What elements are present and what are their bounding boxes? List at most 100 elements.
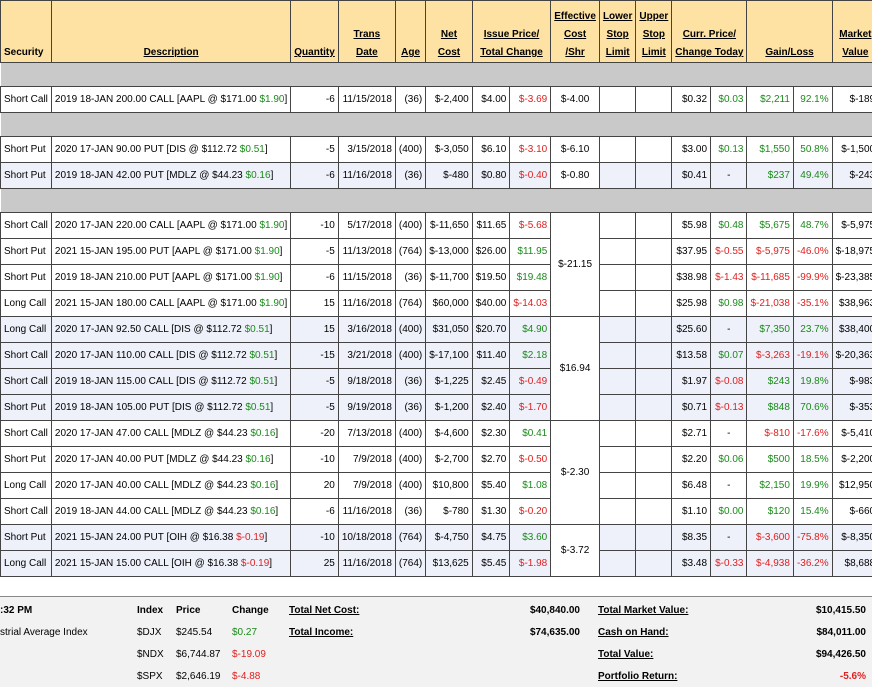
bracket-close: ] [265, 144, 268, 155]
market-value: $38,400 [832, 317, 872, 343]
underlying-change: $-0.19 [241, 558, 269, 569]
description: 2020 17-JAN 47.00 CALL [MDLZ @ $44.23 $0… [51, 421, 290, 447]
market-value: $-23,385 [832, 265, 872, 291]
net-cost: $-11,650 [426, 213, 472, 239]
security-type: Short Call [1, 343, 52, 369]
header-curr-price[interactable]: Curr. Price/Change Today [672, 1, 747, 63]
quantity: 25 [291, 551, 339, 577]
upper-stop-limit [636, 163, 672, 189]
underlying-change: $0.51 [245, 402, 270, 413]
quantity: -5 [291, 137, 339, 163]
option-description: 2021 15-JAN 195.00 PUT [AAPL @ $171.00 [55, 246, 255, 257]
cash-on-hand-value: $84,011.00 [766, 627, 866, 638]
age: (36) [395, 163, 425, 189]
lower-stop-limit [599, 137, 635, 163]
total-change: $19.48 [510, 265, 551, 291]
security-type: Short Put [1, 163, 52, 189]
bracket-close: ] [269, 558, 272, 569]
net-cost: $-1,225 [426, 369, 472, 395]
lower-stop-limit [599, 369, 635, 395]
current-price: $2.20 [672, 447, 711, 473]
gain-loss: $500 [747, 447, 793, 473]
total-change: $-5.68 [510, 213, 551, 239]
change-today: $0.03 [711, 87, 747, 113]
current-price: $0.71 [672, 395, 711, 421]
option-description: 2021 15-JAN 24.00 PUT [OIH @ $16.38 [55, 532, 236, 543]
index-symbol: $DJX [137, 627, 161, 638]
bracket-close: ] [274, 350, 277, 361]
gain-loss-percent: 23.7% [793, 317, 832, 343]
issue-price: $5.45 [472, 551, 510, 577]
header-security[interactable]: Security [1, 1, 52, 63]
gain-loss-percent: 48.7% [793, 213, 832, 239]
issue-price: $11.65 [472, 213, 510, 239]
bracket-close: ] [284, 94, 287, 105]
header-description[interactable]: Description [51, 1, 290, 63]
index-name: strial Average Index [0, 627, 88, 638]
total-change: $-1.98 [510, 551, 551, 577]
header-age[interactable]: Age [395, 1, 425, 63]
header-gain-loss[interactable]: Gain/Loss [747, 1, 832, 63]
quantity: -20 [291, 421, 339, 447]
change-today: $0.00 [711, 499, 747, 525]
bracket-close: ] [264, 532, 267, 543]
header-quantity[interactable]: Quantity [291, 1, 339, 63]
quantity: -15 [291, 343, 339, 369]
gain-loss: $243 [747, 369, 793, 395]
market-value: $-983 [832, 369, 872, 395]
security-type: Long Call [1, 317, 52, 343]
underlying-change: $1.90 [259, 94, 284, 105]
underlying-change: $0.16 [246, 170, 271, 181]
underlying-change: $0.51 [240, 144, 265, 155]
upper-stop-limit [636, 395, 672, 421]
net-cost: $31,050 [426, 317, 472, 343]
gain-loss-percent: -75.8% [793, 525, 832, 551]
change-today: $-0.33 [711, 551, 747, 577]
change-today: - [711, 317, 747, 343]
trans-date: 11/15/2018 [338, 87, 395, 113]
age: (764) [395, 239, 425, 265]
trans-date: 7/13/2018 [338, 421, 395, 447]
total-change: $1.08 [510, 473, 551, 499]
total-change: $-0.49 [510, 369, 551, 395]
trans-date: 11/15/2018 [338, 265, 395, 291]
trans-date: 3/15/2018 [338, 137, 395, 163]
effective-cost: $-21.15 [551, 213, 600, 317]
header-issue-price[interactable]: Issue Price/Total Change [472, 1, 551, 63]
description: 2020 17-JAN 110.00 CALL [DIS @ $112.72 $… [51, 343, 290, 369]
underlying-change: $0.16 [250, 480, 275, 491]
lower-stop-limit [599, 343, 635, 369]
description: 2019 18-JAN 105.00 PUT [DIS @ $112.72 $0… [51, 395, 290, 421]
col-index-header: Index [137, 605, 163, 616]
age: (764) [395, 551, 425, 577]
issue-price: $19.50 [472, 265, 510, 291]
current-price: $1.97 [672, 369, 711, 395]
total-change: $4.90 [510, 317, 551, 343]
current-price: $8.35 [672, 525, 711, 551]
underlying-change: $0.16 [246, 454, 271, 465]
quantity: 20 [291, 473, 339, 499]
